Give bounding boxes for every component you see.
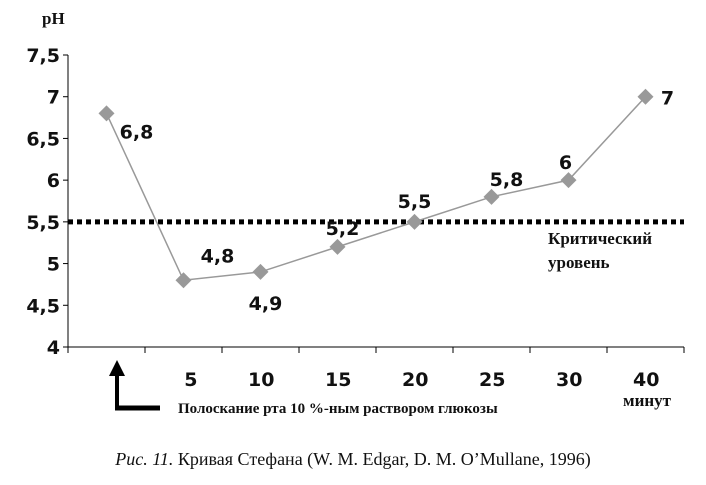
data-point: [252, 263, 269, 280]
x-tick-label: 10: [248, 369, 274, 391]
data-markers: [98, 88, 654, 289]
critical-level-label-line2: уровень: [548, 253, 610, 272]
data-point: [483, 188, 500, 205]
y-tick-label: 7: [47, 87, 60, 109]
y-tick-label: 4: [47, 337, 60, 359]
data-point: [175, 272, 192, 289]
data-point: [560, 172, 577, 189]
rinse-annotation-text: Полоскание рта 10 %-ным раствором глюкоз…: [178, 401, 498, 417]
x-axis-unit-label: минут: [623, 391, 672, 410]
y-axis-ticks: 4 4,5 5 5,5 6 6,5 7 7,5: [26, 45, 68, 359]
x-tick-label: 5: [184, 369, 197, 391]
data-label: 5,2: [326, 218, 360, 240]
data-point: [406, 213, 423, 230]
rinse-arrow-icon: [109, 360, 160, 411]
data-point: [98, 105, 115, 122]
y-tick-label: 5: [47, 254, 60, 276]
x-tick-label: 30: [556, 369, 582, 391]
caption-prefix: Рис. 11.: [115, 449, 174, 469]
data-label: 6,8: [120, 121, 154, 143]
data-label: 7: [661, 88, 674, 110]
x-tick-label: 15: [325, 369, 351, 391]
x-axis-ticks: 5 10 15 20 25 30 40: [67, 347, 685, 391]
y-tick-label: 6: [47, 170, 60, 192]
data-point: [329, 238, 346, 255]
series-line: [105, 96, 647, 282]
data-label: 6: [559, 152, 572, 174]
x-tick-label: 40: [633, 369, 659, 391]
y-tick-label: 5,5: [26, 212, 60, 234]
y-tick-label: 6,5: [26, 128, 60, 150]
x-tick-label: 20: [402, 369, 428, 391]
stephan-curve-chart: 4 4,5 5 5,5 6 6,5 7 7,5 5 10 15 20 25 30 40 6,8 4,8 4,9…: [26, 9, 685, 417]
figure-caption: Рис. 11. Кривая Стефана (W. M. Edgar, D.…: [0, 449, 706, 470]
data-label: 5,8: [490, 169, 524, 191]
data-label: 5,5: [398, 191, 432, 213]
x-tick-label: 25: [479, 369, 505, 391]
data-label: 4,8: [201, 245, 235, 267]
data-labels: 6,8 4,8 4,9 5,2 5,5 5,8 6 7: [120, 88, 674, 315]
y-axis-label: pH: [42, 9, 65, 28]
y-tick-label: 4,5: [26, 295, 60, 317]
data-label: 4,9: [249, 293, 283, 315]
data-point: [637, 88, 654, 105]
y-tick-label: 7,5: [26, 45, 60, 67]
caption-text: Кривая Стефана (W. M. Edgar, D. M. O’Mul…: [173, 449, 591, 469]
critical-level-label-line1: Критический: [548, 229, 652, 248]
